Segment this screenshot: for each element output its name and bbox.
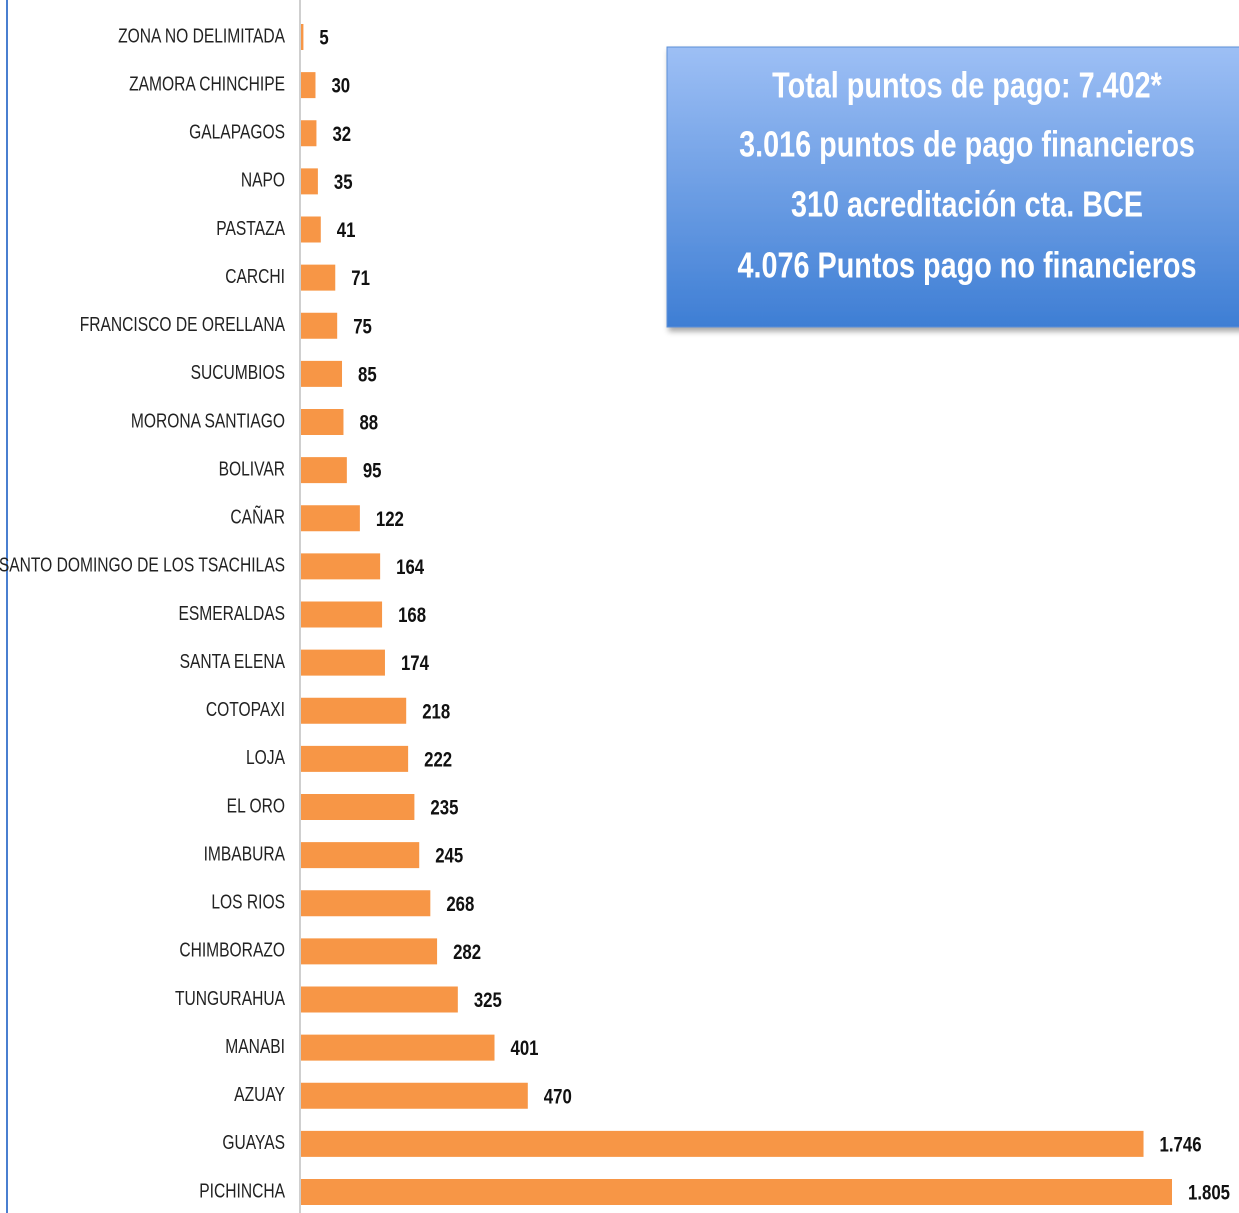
- bar: [301, 360, 343, 387]
- category-label: MANABI: [225, 1035, 285, 1057]
- value-label: 30: [331, 75, 350, 98]
- bar: [301, 312, 338, 339]
- value-label: 174: [401, 652, 429, 675]
- value-label: 41: [337, 219, 356, 242]
- category-label: FRANCISCO DE ORELLANA: [80, 313, 285, 335]
- category-label: LOS RIOS: [211, 891, 285, 913]
- bar: [301, 457, 347, 484]
- category-label: PASTAZA: [216, 217, 285, 239]
- category-label: ESMERALDAS: [178, 602, 285, 624]
- annotation-line: 3.016 puntos de pago financieros: [739, 123, 1195, 164]
- annotations: Total puntos de pago: 7.402* 3.016 puntos…: [737, 64, 1196, 285]
- bar: [301, 1082, 528, 1109]
- bar: [301, 216, 321, 243]
- category-label: PICHINCHA: [199, 1179, 285, 1201]
- value-label: 470: [544, 1086, 572, 1109]
- value-label: 401: [511, 1037, 539, 1060]
- value-label: 218: [422, 701, 450, 724]
- category-label: ZONA NO DELIMITADA: [118, 24, 285, 46]
- bar: [301, 1179, 1172, 1205]
- value-label: 164: [396, 556, 424, 579]
- value-label: 235: [430, 797, 458, 820]
- category-label: SANTO DOMINGO DE LOS TSACHILAS: [0, 554, 285, 576]
- annotation-line: 4.076 Puntos pago no financieros: [737, 244, 1196, 285]
- value-label: 71: [351, 267, 370, 290]
- annotation-box: [666, 46, 1239, 328]
- category-label: BOLIVAR: [219, 458, 285, 480]
- category-label: TUNGURAHUA: [175, 987, 285, 1009]
- bar: [301, 24, 304, 50]
- value-label: 35: [334, 171, 353, 194]
- bar: [301, 1130, 1144, 1157]
- bar: [301, 697, 407, 724]
- category-label: SANTA ELENA: [180, 650, 285, 672]
- category-label: MORONA SANTIAGO: [131, 409, 285, 431]
- bar: [301, 890, 431, 917]
- category-label: SUCUMBIOS: [191, 361, 285, 383]
- category-label: GUAYAS: [222, 1131, 285, 1153]
- value-label: 5: [319, 27, 329, 50]
- bar: [301, 264, 336, 291]
- category-label: NAPO: [241, 169, 285, 191]
- bar: [301, 986, 458, 1013]
- annotation-line: Total puntos de pago: 7.402*: [772, 64, 1162, 105]
- value-label: 282: [453, 941, 481, 964]
- value-label: 325: [474, 989, 502, 1012]
- value-label: 88: [359, 412, 378, 435]
- category-label: GALAPAGOS: [189, 121, 285, 143]
- category-label: IMBABURA: [204, 843, 285, 865]
- value-label: 1.805: [1188, 1182, 1230, 1205]
- bar: [301, 505, 360, 532]
- value-label: 168: [398, 604, 426, 627]
- bar: [301, 120, 317, 147]
- value-label: 95: [363, 460, 382, 483]
- category-label: ZAMORA CHINCHIPE: [129, 73, 285, 95]
- value-label: 222: [424, 749, 452, 772]
- category-label: CARCHI: [225, 265, 285, 287]
- bar: [301, 409, 344, 435]
- bar: [301, 938, 438, 965]
- bar: [301, 553, 381, 580]
- value-label: 75: [353, 316, 372, 339]
- bar: [301, 649, 385, 676]
- annotation-line: 310 acreditación cta. BCE: [791, 183, 1143, 224]
- bars: ZONA NO DELIMITADA 5 ZAMORA CHINCHIPE 30 GAL…: [0, 24, 1230, 1205]
- value-label: 245: [435, 845, 463, 868]
- bar: [301, 72, 316, 99]
- category-label: EL ORO: [227, 794, 285, 816]
- bar: [301, 1034, 495, 1061]
- value-label: 1.746: [1160, 1134, 1202, 1157]
- category-label: LOJA: [246, 746, 285, 768]
- bar: [301, 842, 420, 869]
- category-label: CHIMBORAZO: [179, 939, 285, 961]
- value-label: 32: [332, 123, 351, 146]
- category-label: AZUAY: [234, 1083, 285, 1105]
- bar: [301, 168, 318, 195]
- category-label: COTOPAXI: [206, 698, 285, 720]
- bar: [301, 601, 383, 628]
- value-label: 268: [446, 893, 474, 916]
- bar: [301, 794, 415, 820]
- value-label: 122: [376, 508, 404, 531]
- category-label: CAÑAR: [230, 505, 285, 528]
- value-label: 85: [358, 364, 377, 387]
- bar: [301, 745, 409, 772]
